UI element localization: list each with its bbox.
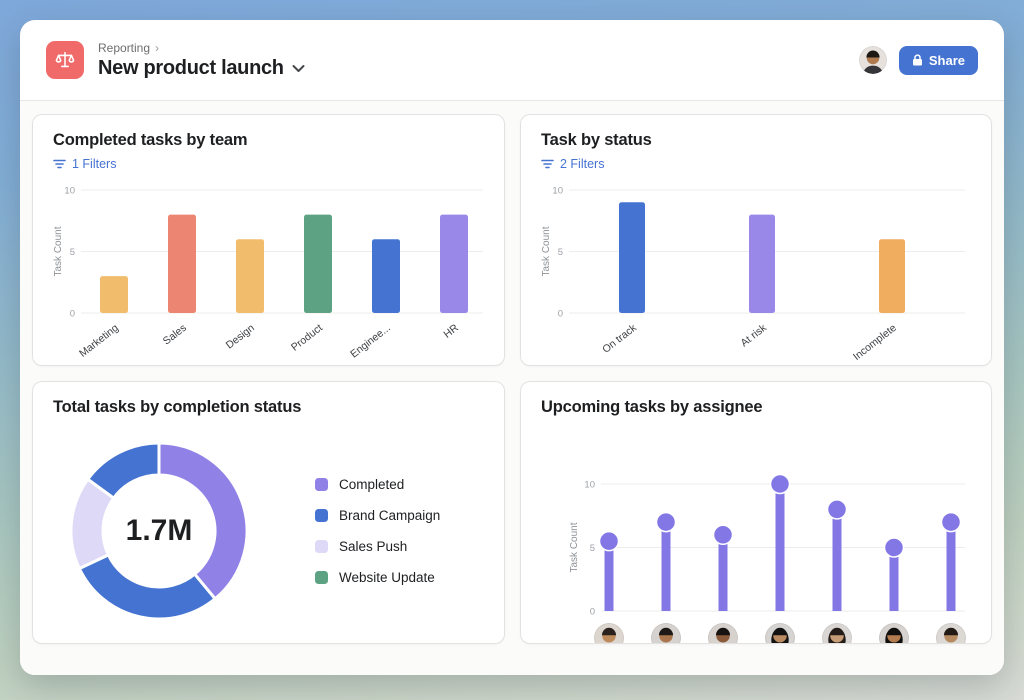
lollipop-cap — [598, 530, 620, 552]
legend-item: Completed — [315, 477, 440, 492]
y-axis-label: Task Count — [569, 522, 580, 572]
lollipop-cap — [826, 499, 848, 520]
chart-title: Completed tasks by team — [53, 131, 248, 149]
donut-center-value: 1.7M — [125, 514, 193, 547]
y-tick-label: 10 — [584, 480, 595, 491]
lock-icon — [912, 54, 922, 66]
filter-icon — [53, 159, 66, 169]
share-button[interactable]: Share — [898, 45, 978, 75]
share-button-label: Share — [928, 52, 965, 68]
bar — [879, 239, 905, 313]
legend-label: Completed — [339, 477, 405, 492]
x-category-label: Enginee... — [348, 322, 393, 361]
donut-segment — [157, 441, 249, 601]
user-avatar[interactable] — [858, 46, 887, 74]
x-category-label: Incomplete — [851, 322, 899, 363]
legend-label: Brand Campaign — [339, 508, 441, 523]
lollipop-chart-upcoming-by-assignee: 0 5 10 Task Count — [541, 429, 971, 643]
y-tick-label: 5 — [590, 543, 595, 554]
y-tick-label: 5 — [558, 247, 563, 258]
legend-color-chip — [315, 509, 328, 522]
assignee-avatar — [936, 623, 966, 643]
dashboard-window: Reporting › New product launch Share — [20, 20, 1004, 675]
donut-segment — [86, 441, 161, 500]
y-tick-label: 5 — [70, 247, 75, 258]
breadcrumb-chevron-icon: › — [155, 40, 160, 55]
assignee-avatar — [822, 623, 852, 643]
bar — [619, 202, 645, 313]
y-tick-label: 0 — [558, 309, 563, 320]
x-category-label: At risk — [738, 321, 769, 349]
filters-button[interactable]: 2 Filters — [541, 157, 604, 171]
filters-label: 2 Filters — [560, 157, 605, 171]
card-total-by-completion-status: Total tasks by completion status 1.7M Co… — [32, 381, 505, 644]
bar — [100, 276, 128, 313]
y-tick-label: 0 — [590, 607, 595, 618]
card-upcoming-tasks-by-assignee: Upcoming tasks by assignee 0 5 10 Task Coun… — [520, 381, 992, 644]
bar — [749, 214, 775, 313]
legend-item: Website Update — [315, 570, 440, 585]
legend-color-chip — [315, 540, 328, 553]
bar — [372, 239, 400, 313]
x-category-label: Design — [224, 322, 257, 352]
lollipop-cap — [940, 511, 962, 533]
lollipop-cap — [712, 524, 734, 546]
chart-title: Total tasks by completion status — [53, 398, 302, 416]
legend-label: Sales Push — [339, 539, 408, 554]
bar — [440, 214, 468, 313]
bar — [236, 239, 264, 313]
filters-button[interactable]: 1 Filters — [53, 157, 116, 171]
assignee-avatar — [879, 623, 909, 643]
legend-color-chip — [315, 571, 328, 584]
chevron-down-icon[interactable] — [292, 64, 305, 73]
y-axis-label: Task Count — [53, 226, 64, 276]
page-title: New product launch — [98, 56, 284, 79]
legend-item: Brand Campaign — [315, 508, 440, 523]
header: Reporting › New product launch Share — [20, 20, 1004, 101]
bar — [168, 214, 196, 313]
x-category-label: On track — [600, 321, 639, 355]
chart-legend: Completed Brand Campaign Sales Push Website… — [315, 477, 440, 585]
donut-chart: 1.7M — [59, 431, 259, 631]
chart-title: Upcoming tasks by assignee — [541, 398, 763, 416]
x-category-label: Sales — [161, 322, 189, 348]
lollipop-cap — [655, 511, 677, 533]
y-tick-label: 10 — [552, 186, 563, 197]
bar-chart-task-by-status: 0 5 10 Task Count On track At risk Incomplete — [541, 178, 971, 363]
assignee-avatar — [858, 46, 887, 74]
assignee-avatar — [765, 623, 795, 643]
legend-color-chip — [315, 478, 328, 491]
breadcrumb[interactable]: Reporting › — [98, 41, 305, 55]
x-category-label: Product — [289, 322, 325, 354]
y-tick-label: 0 — [70, 309, 75, 320]
x-category-label: HR — [442, 322, 462, 341]
lollipop-cap — [769, 473, 791, 495]
y-tick-label: 10 — [64, 186, 75, 197]
assignee-avatar — [651, 623, 681, 643]
card-task-by-status: Task by status 2 Filters 0 5 10 Task Count O… — [520, 114, 992, 366]
bar-chart-completed-by-team: 0 5 10 Task Count Marketing Sales Design Produc… — [53, 178, 484, 363]
filter-icon — [541, 159, 554, 169]
assignee-avatar — [594, 623, 624, 643]
assignee-avatar — [708, 623, 738, 643]
breadcrumb-label[interactable]: Reporting — [98, 40, 151, 55]
chart-title: Task by status — [541, 131, 652, 149]
y-axis-label: Task Count — [541, 226, 552, 276]
balance-scale-icon — [46, 41, 84, 79]
legend-label: Website Update — [339, 570, 435, 585]
lollipop-cap — [883, 537, 905, 558]
bar — [304, 214, 332, 313]
x-category-label: Marketing — [77, 322, 121, 360]
legend-item: Sales Push — [315, 539, 440, 554]
dashboard-grid: Completed tasks by team 1 Filters 0 5 10 Ta… — [20, 101, 1004, 675]
card-completed-tasks-by-team: Completed tasks by team 1 Filters 0 5 10 Ta… — [32, 114, 505, 366]
filters-label: 1 Filters — [72, 157, 117, 171]
